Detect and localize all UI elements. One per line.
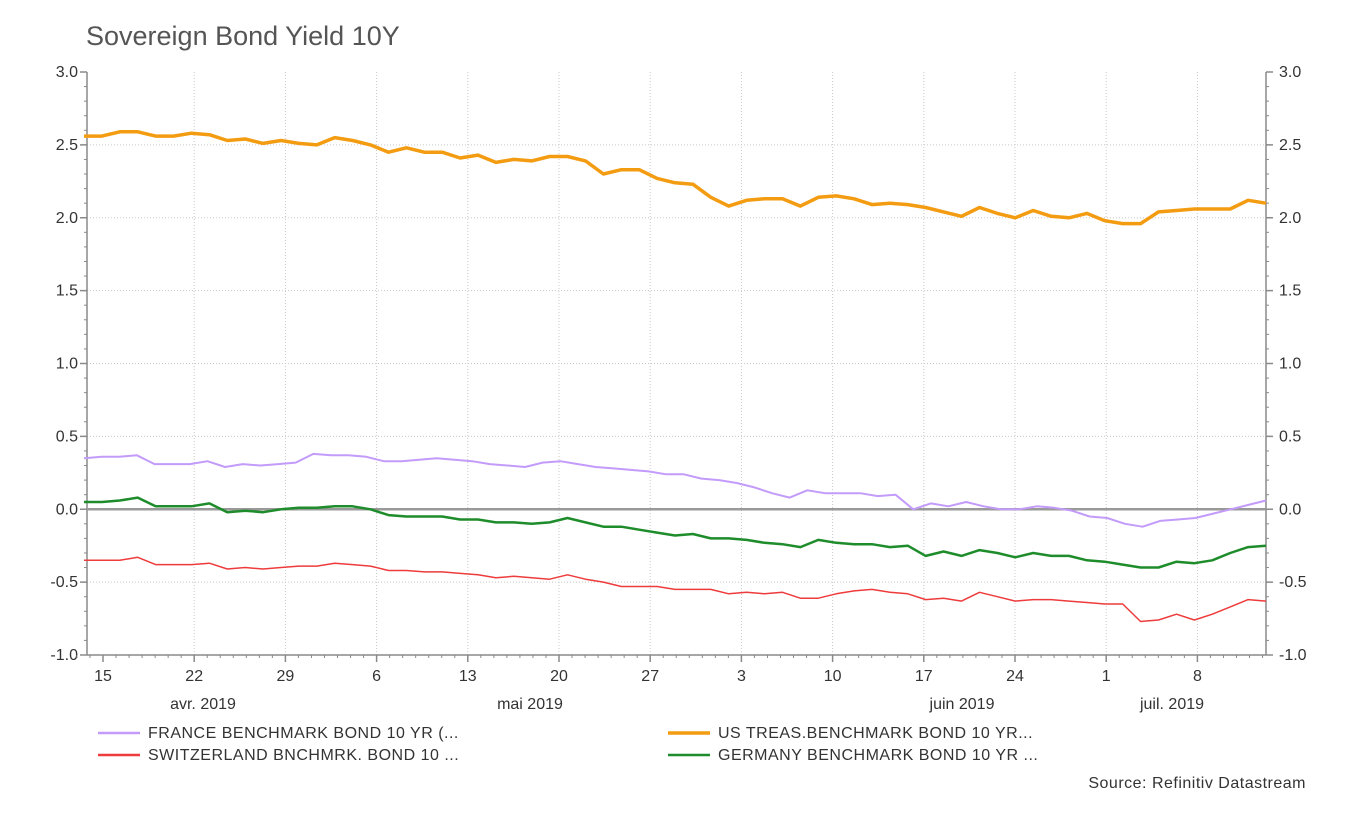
x-month-label: juil. 2019	[1139, 696, 1204, 713]
x-tick-label: 13	[459, 668, 477, 685]
legend-label: US TREAS.BENCHMARK BOND 10 YR...	[718, 725, 1033, 742]
x-tick-label: 8	[1193, 668, 1202, 685]
y-tick-label-right: 0.0	[1279, 501, 1301, 518]
x-tick-label: 1	[1102, 668, 1111, 685]
x-month-label: mai 2019	[497, 696, 563, 713]
y-tick-label-left: 2.5	[56, 137, 78, 154]
x-tick-label: 24	[1006, 668, 1024, 685]
y-tick-label-right: -1.0	[1279, 647, 1307, 664]
legend: FRANCE BENCHMARK BOND 10 YR (... US TREAS…	[98, 725, 1038, 764]
series-line-0	[83, 452, 1267, 528]
x-tick-label: 6	[372, 668, 381, 685]
legend-label: GERMANY BENCHMARK BOND 10 YR ...	[718, 747, 1038, 764]
y-tick-label-right: 2.5	[1279, 137, 1301, 154]
y-tick-label-left: 1.5	[56, 283, 78, 300]
y-tick-label-left: -0.5	[50, 574, 78, 591]
y-tick-label-right: 1.0	[1279, 356, 1301, 373]
series-line-2	[84, 556, 1267, 623]
y-tick-label-right: 2.0	[1279, 210, 1301, 227]
x-tick-label: 17	[915, 668, 933, 685]
y-tick-label-left: 0.5	[56, 428, 78, 445]
legend-label: FRANCE BENCHMARK BOND 10 YR (...	[148, 725, 459, 742]
y-tick-label-left: 3.0	[56, 64, 78, 81]
y-tick-label-left: -1.0	[50, 647, 78, 664]
y-tick-label-right: -0.5	[1279, 574, 1307, 591]
legend-label: SWITZERLAND BNCHMRK. BOND 10 ...	[148, 747, 459, 764]
y-tick-label-right: 1.5	[1279, 283, 1301, 300]
series-group	[83, 130, 1267, 623]
grid-lines	[87, 72, 1266, 655]
y-tick-label-right: 0.5	[1279, 428, 1301, 445]
y-tick-label-right: 3.0	[1279, 64, 1301, 81]
source-note: Source: Refinitiv Datastream	[1088, 775, 1306, 792]
x-tick-label: 27	[641, 668, 659, 685]
x-tick-label: 29	[277, 668, 295, 685]
x-month-label: juin 2019	[929, 696, 995, 713]
series-line-3	[84, 496, 1267, 569]
y-tick-label-left: 1.0	[56, 356, 78, 373]
chart-title: Sovereign Bond Yield 10Y	[86, 21, 400, 51]
y-tick-label-left: 0.0	[56, 501, 78, 518]
y-tick-label-left: 2.0	[56, 210, 78, 227]
x-tick-label: 22	[185, 668, 203, 685]
series-line-1	[84, 130, 1267, 226]
x-tick-label: 15	[94, 668, 112, 685]
x-tick-label: 20	[550, 668, 568, 685]
axes: 3.0 3.0 2.5 2.5 2.0 2.0 1.5 1.5 1.0 1.0 0.5 0.5 0.0 0…	[50, 64, 1306, 713]
x-tick-label: 3	[737, 668, 746, 685]
x-month-label: avr. 2019	[170, 696, 236, 713]
x-tick-label: 10	[824, 668, 842, 685]
